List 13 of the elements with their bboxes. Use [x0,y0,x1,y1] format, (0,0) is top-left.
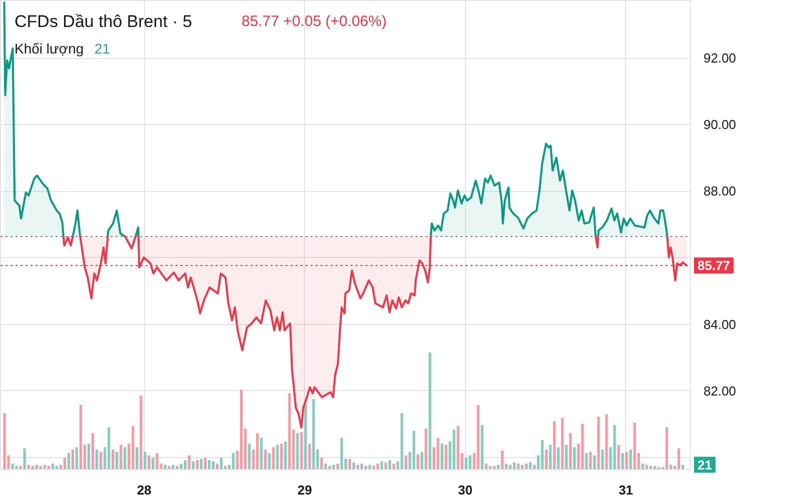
bar [3,413,6,470]
x-tick-label: 31 [618,482,634,498]
y-tick-label: 90.00 [704,117,736,132]
y-tick-label: 92.00 [704,50,736,66]
y-tick-label: 84.00 [704,316,736,332]
text: CFDs Dầu thô Brent · 5 [14,12,192,31]
x-tick-label: 28 [136,482,152,498]
annotation: 85.77 +0.05 (+0.06%) [242,13,387,30]
bar [11,464,14,470]
x-tick-label: 29 [297,482,312,498]
y-tick-label: 88.00 [704,184,736,199]
x-tick-label: 30 [458,482,472,498]
y-tick-label: 82.00 [704,383,736,398]
